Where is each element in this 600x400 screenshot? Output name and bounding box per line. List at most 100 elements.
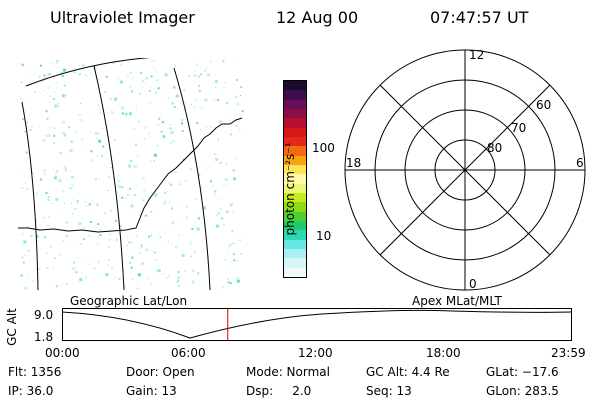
xtick-0600: 06:00 bbox=[171, 346, 206, 360]
uv-speckle bbox=[232, 211, 234, 213]
uv-speckle bbox=[97, 104, 99, 106]
uv-speckle bbox=[90, 131, 92, 133]
uv-speckle bbox=[153, 66, 156, 69]
uv-speckle bbox=[217, 138, 220, 141]
altitude-timeline-plot bbox=[62, 308, 573, 341]
uv-speckle bbox=[164, 180, 166, 182]
uv-speckle bbox=[104, 212, 107, 215]
uv-speckle bbox=[170, 183, 173, 186]
geographic-image-panel bbox=[18, 58, 244, 290]
uv-speckle bbox=[164, 202, 166, 205]
uv-speckle bbox=[143, 177, 145, 180]
uv-speckle bbox=[26, 158, 28, 160]
uv-speckle bbox=[233, 259, 236, 262]
uv-speckle bbox=[101, 155, 104, 158]
lat-label-80: 80 bbox=[487, 141, 502, 155]
mlt-label-12: 12 bbox=[469, 48, 484, 62]
uv-emission-speckles bbox=[20, 60, 244, 290]
uv-speckle bbox=[137, 273, 141, 277]
apex-label: Apex MLat/MLT bbox=[412, 294, 502, 308]
uv-speckle bbox=[117, 77, 119, 79]
uv-speckle bbox=[235, 95, 238, 98]
uv-speckle bbox=[213, 99, 215, 101]
uv-speckle bbox=[148, 195, 150, 197]
uv-speckle bbox=[175, 94, 179, 98]
uv-speckle bbox=[230, 133, 232, 136]
uv-speckle bbox=[132, 242, 134, 244]
uv-speckle bbox=[96, 137, 98, 139]
uv-speckle bbox=[184, 269, 187, 272]
uv-speckle bbox=[174, 246, 177, 249]
uv-speckle bbox=[147, 102, 149, 105]
colorbar-segment bbox=[284, 220, 306, 231]
uv-speckle bbox=[59, 152, 62, 154]
uv-speckle bbox=[229, 282, 232, 285]
uv-speckle bbox=[158, 118, 161, 120]
uv-speckle bbox=[49, 246, 52, 249]
uv-speckle bbox=[169, 124, 171, 126]
uv-speckle bbox=[121, 196, 124, 199]
uv-speckle bbox=[36, 192, 39, 195]
uv-speckle bbox=[221, 286, 224, 289]
uv-speckle bbox=[109, 233, 112, 235]
uv-speckle bbox=[84, 201, 87, 204]
uv-speckle bbox=[129, 112, 132, 116]
uv-speckle bbox=[154, 91, 157, 94]
uv-speckle bbox=[23, 65, 25, 67]
uv-speckle bbox=[24, 182, 26, 184]
uv-speckle bbox=[111, 167, 113, 169]
alt-ytick-top: 9.0 bbox=[34, 308, 54, 322]
uv-speckle bbox=[123, 285, 126, 288]
uv-speckle bbox=[48, 134, 51, 136]
uv-speckle bbox=[193, 106, 195, 108]
uv-speckle bbox=[80, 243, 82, 245]
uv-speckle bbox=[78, 64, 80, 66]
colorbar-tick-10: 10 bbox=[316, 229, 332, 243]
colorbar-segment bbox=[284, 90, 306, 100]
uv-speckle bbox=[141, 177, 144, 179]
uv-speckle bbox=[64, 94, 67, 97]
uv-speckle bbox=[75, 131, 77, 133]
uv-speckle bbox=[150, 87, 152, 89]
uv-speckle bbox=[43, 216, 46, 219]
uv-speckle bbox=[188, 75, 191, 78]
uv-speckle bbox=[59, 253, 62, 256]
uv-speckle bbox=[53, 127, 56, 130]
uv-speckle bbox=[151, 102, 153, 104]
uv-speckle bbox=[121, 186, 124, 189]
uv-speckle bbox=[167, 240, 170, 243]
uv-speckle bbox=[229, 203, 233, 207]
uv-speckle bbox=[159, 236, 162, 239]
uv-speckle bbox=[38, 127, 40, 129]
uv-speckle bbox=[157, 269, 161, 273]
uv-speckle bbox=[225, 162, 228, 165]
uv-speckle bbox=[71, 239, 73, 241]
uv-speckle bbox=[51, 61, 53, 63]
uv-speckle bbox=[31, 80, 33, 82]
uv-speckle bbox=[81, 272, 83, 274]
uv-speckle bbox=[190, 103, 192, 106]
uv-speckle bbox=[227, 253, 229, 256]
uv-speckle bbox=[72, 198, 74, 200]
uv-speckle bbox=[155, 69, 157, 71]
uv-speckle bbox=[194, 70, 196, 72]
uv-speckle bbox=[41, 194, 43, 196]
uv-speckle bbox=[60, 209, 62, 212]
uv-speckle bbox=[236, 103, 239, 106]
colorbar-segment bbox=[284, 164, 306, 175]
uv-speckle bbox=[107, 263, 109, 266]
uv-speckle bbox=[241, 110, 244, 113]
uv-speckle bbox=[222, 60, 225, 63]
uv-speckle bbox=[80, 146, 82, 148]
uv-speckle bbox=[168, 274, 170, 277]
uv-speckle bbox=[32, 280, 34, 282]
uv-speckle bbox=[57, 105, 60, 108]
uv-speckle bbox=[178, 234, 180, 236]
gain-value: Gain: 13 bbox=[126, 384, 177, 398]
uv-speckle bbox=[193, 251, 196, 254]
colorbar-segment bbox=[284, 202, 306, 212]
colorbar-segment bbox=[284, 146, 306, 156]
uv-speckle bbox=[222, 125, 225, 127]
uv-speckle bbox=[164, 73, 168, 77]
uv-speckle bbox=[233, 258, 236, 261]
